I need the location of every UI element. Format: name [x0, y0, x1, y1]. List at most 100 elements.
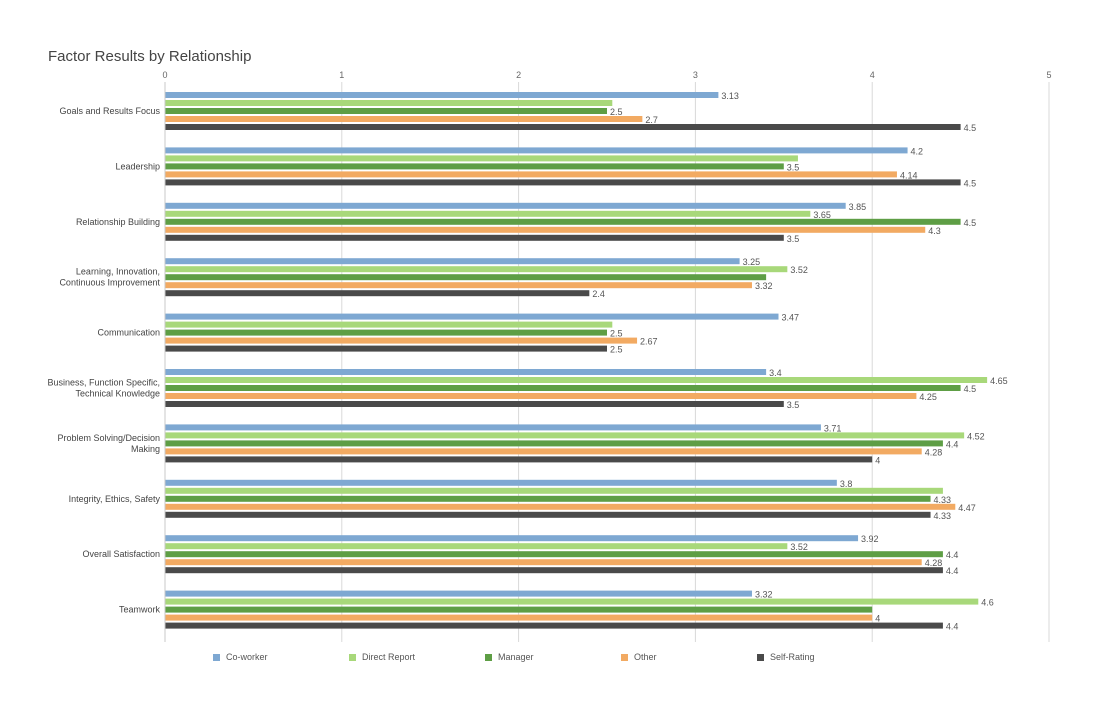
legend-item: Co-worker: [213, 652, 268, 662]
data-label: 2.5: [610, 345, 623, 355]
data-label: 3.52: [790, 542, 808, 552]
bar: [165, 179, 961, 186]
bar: [165, 401, 784, 407]
data-label: 4.5: [964, 178, 977, 188]
bar: [165, 234, 784, 241]
bar: [165, 535, 859, 542]
data-label: 4.5: [964, 384, 977, 394]
category-label: Integrity, Ethics, Safety: [69, 494, 161, 504]
data-label: 2.67: [640, 337, 658, 347]
legend-swatch: [349, 653, 356, 661]
data-label: 4: [875, 614, 880, 624]
data-label: 2.7: [645, 115, 658, 125]
legend-item: Other: [621, 652, 657, 662]
data-label: 4.5: [964, 218, 977, 228]
bar: [165, 543, 788, 550]
legend-label: Co-worker: [226, 652, 268, 662]
bar: [165, 622, 943, 629]
bar: [165, 432, 965, 439]
bar: [165, 511, 931, 518]
data-label: 4.14: [900, 170, 918, 180]
data-label: 2.4: [592, 289, 605, 299]
data-label: 3.5: [787, 162, 800, 172]
data-label: 3.32: [755, 590, 773, 600]
data-label: 3.92: [861, 534, 879, 544]
data-label: 3.32: [755, 281, 773, 291]
category-label-line: Leadership: [115, 161, 160, 171]
data-label: 3.4: [769, 368, 782, 378]
bar: [165, 590, 752, 597]
bar: [165, 274, 767, 281]
data-label: 4.4: [946, 622, 959, 632]
category-label: Leadership: [115, 161, 160, 171]
legend-item: Manager: [485, 652, 534, 662]
bar: [165, 559, 922, 566]
category-label-line: Continuous Improvement: [59, 278, 160, 288]
data-label: 4.5: [964, 123, 977, 133]
x-tick-label: 3: [693, 70, 698, 80]
bar: [165, 329, 607, 336]
bar: [165, 124, 961, 130]
category-label-line: Making: [131, 444, 160, 454]
data-label: 3.5: [787, 234, 800, 244]
data-label: 4.25: [919, 392, 937, 402]
bar: [165, 440, 943, 447]
data-label: 3.25: [743, 257, 761, 267]
category-label-line: Integrity, Ethics, Safety: [69, 494, 161, 504]
data-label: 4.33: [934, 511, 952, 521]
bar: [165, 369, 767, 375]
category-label-line: Learning, Innovation,: [76, 267, 160, 277]
data-label: 2.5: [610, 329, 623, 339]
bar: [165, 487, 943, 494]
data-label: 3.85: [849, 202, 867, 212]
data-label: 3.5: [787, 400, 800, 410]
x-tick-label: 5: [1046, 70, 1051, 80]
x-tick-label: 4: [870, 70, 875, 80]
bar: [165, 551, 943, 558]
data-label: 4.3: [928, 226, 941, 236]
legend-swatch: [757, 653, 764, 661]
bar: [165, 614, 873, 621]
bar: [165, 503, 956, 510]
data-label: 3.8: [840, 479, 853, 489]
category-label-line: Problem Solving/Decision: [57, 433, 160, 443]
data-label: 4.4: [946, 439, 959, 449]
category-label: Teamwork: [119, 605, 161, 615]
bar: [165, 116, 643, 122]
bar: [165, 321, 613, 328]
chart-title: Factor Results by Relationship: [48, 48, 252, 65]
bar: [165, 567, 943, 574]
bar: [165, 598, 979, 605]
bar: [165, 337, 638, 344]
data-label: 3.13: [721, 91, 739, 101]
data-label: 4.47: [958, 503, 976, 513]
bar: [165, 479, 837, 486]
category-label-line: Business, Function Specific,: [47, 378, 160, 388]
bar: [165, 345, 607, 352]
legend-swatch: [213, 653, 220, 661]
bar: [165, 163, 784, 170]
legend-label: Other: [634, 652, 657, 662]
bar: [165, 108, 607, 114]
data-label: 4.28: [925, 447, 943, 457]
bar: [165, 393, 917, 399]
data-label: 4.4: [946, 566, 959, 576]
chart-legend: Co-worker Direct Report Manager Other Self-R…: [0, 652, 1100, 672]
legend-swatch: [485, 653, 492, 661]
bar: [165, 495, 931, 502]
category-label: Goals and Results Focus: [59, 106, 160, 116]
bar: [165, 147, 908, 154]
category-label-line: Teamwork: [119, 605, 161, 615]
data-label: 4: [875, 455, 880, 465]
bar: [165, 92, 719, 98]
data-label: 4.65: [990, 376, 1008, 386]
bar: [165, 218, 961, 225]
bar: [165, 456, 873, 463]
category-label-line: Overall Satisfaction: [82, 549, 160, 559]
data-label: 4.4: [946, 550, 959, 560]
legend-item: Direct Report: [349, 652, 415, 662]
bar: [165, 377, 988, 383]
legend-label: Self-Rating: [770, 652, 815, 662]
bar: [165, 258, 740, 265]
